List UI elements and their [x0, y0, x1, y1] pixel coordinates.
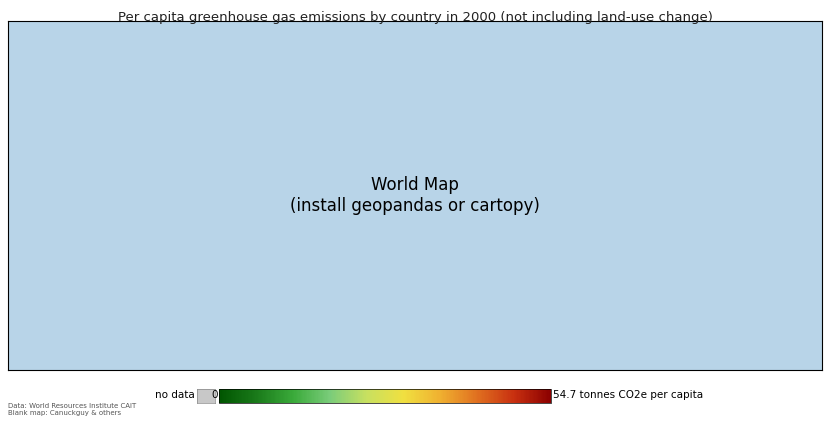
Text: Data: World Resources Institute CAIT
Blank map: Canuckguy & others: Data: World Resources Institute CAIT Bla… — [8, 403, 137, 416]
Text: World Map
(install geopandas or cartopy): World Map (install geopandas or cartopy) — [290, 176, 540, 215]
Text: 0: 0 — [212, 390, 218, 400]
Text: Per capita greenhouse gas emissions by country in 2000 (not including land-use c: Per capita greenhouse gas emissions by c… — [118, 11, 712, 24]
Text: 54.7 tonnes CO2e per capita: 54.7 tonnes CO2e per capita — [553, 390, 703, 400]
Text: no data: no data — [155, 390, 195, 400]
